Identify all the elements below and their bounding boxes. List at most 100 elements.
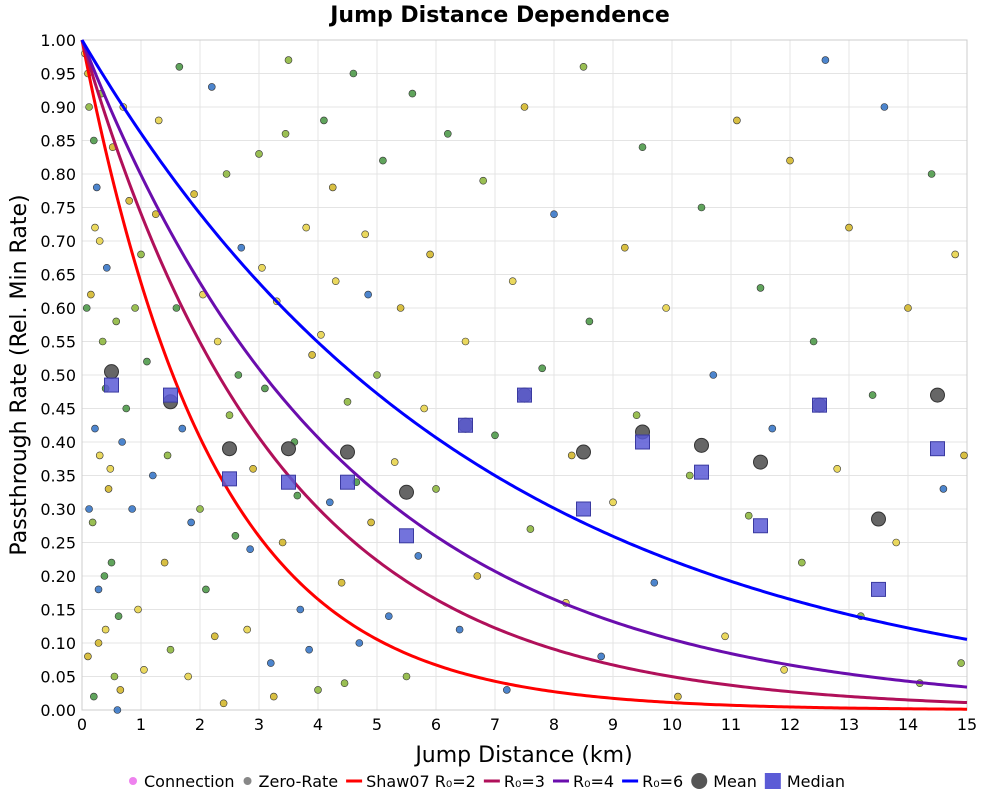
scatter-point <box>308 351 316 359</box>
scatter-point <box>364 290 372 299</box>
scatter-point <box>163 451 172 460</box>
median-marker <box>753 518 768 534</box>
scatter-point <box>340 679 349 688</box>
scatter-point <box>98 337 107 346</box>
scatter-point <box>597 652 606 661</box>
scatter-point <box>379 156 387 165</box>
scatter-point <box>328 183 337 192</box>
scatter-point <box>337 578 346 587</box>
scatter-point <box>721 632 729 641</box>
median-marker <box>517 387 532 403</box>
scatter-point <box>567 451 576 460</box>
scatter-point <box>473 572 482 580</box>
scatter-point <box>208 83 216 91</box>
plot-frame <box>81 39 968 711</box>
scatter-point <box>685 471 694 480</box>
scatter-point <box>95 451 104 460</box>
y-tick-label: 0.85 <box>40 132 76 151</box>
scatter-point <box>939 485 948 493</box>
scatter-point <box>317 330 325 339</box>
scatter-point <box>455 625 464 634</box>
scatter-point <box>106 464 115 473</box>
legend-label: R₀=4 <box>573 772 614 791</box>
median-marker <box>399 528 414 544</box>
y-tick-label: 0.25 <box>40 534 76 553</box>
mean-marker <box>340 444 355 460</box>
scatter-point <box>361 230 370 239</box>
scatter-point <box>402 672 411 681</box>
legend-swatch <box>691 773 708 789</box>
curve-line <box>80 39 968 705</box>
y-tick-label: 0.95 <box>40 65 76 84</box>
scatter-point <box>87 290 95 299</box>
legend-label: Zero-Rate <box>259 772 339 791</box>
y-tick-label: 0.65 <box>40 266 76 285</box>
scatter-point <box>160 558 169 567</box>
scatter-point <box>231 531 240 540</box>
scatter-point <box>178 424 187 433</box>
legend-swatch <box>129 777 137 785</box>
legend-item: Connection <box>129 772 235 791</box>
median-marker <box>340 474 355 490</box>
scatter-point <box>325 498 334 507</box>
scatter-point <box>780 665 788 674</box>
scatter-point <box>638 143 647 151</box>
y-tick-label: 0.20 <box>40 567 76 586</box>
y-tick-label: 0.05 <box>40 668 76 687</box>
y-tick-label: 0.45 <box>40 400 76 419</box>
scatter-point <box>118 438 126 446</box>
y-tick-label: 0.70 <box>40 232 76 251</box>
x-tick-label: 8 <box>549 715 559 734</box>
scatter-point <box>107 558 116 567</box>
scatter-point <box>131 304 139 312</box>
y-tick-label: 0.30 <box>40 500 76 519</box>
curve-line <box>80 39 968 711</box>
scatter-point <box>632 411 641 420</box>
scatter-point <box>143 357 151 366</box>
scatter-layer <box>81 49 968 714</box>
x-tick-label: 12 <box>780 715 800 734</box>
mean-marker <box>222 441 237 457</box>
scatter-point <box>957 659 965 667</box>
scatter-point <box>140 665 148 674</box>
scatter-point <box>367 518 375 527</box>
scatter-point <box>187 518 195 527</box>
mean-marker <box>576 444 591 460</box>
legend-item: Zero-Rate <box>243 772 339 791</box>
legend-label: R₀=3 <box>504 772 545 791</box>
y-axis-label: Passthrough Rate (Rel. Min Rate) <box>7 194 32 555</box>
scatter-point <box>92 183 101 192</box>
mean-marker <box>104 364 119 380</box>
scatter-point <box>101 625 110 634</box>
scatter-point <box>122 404 131 413</box>
scatter-point <box>927 170 936 178</box>
y-tick-label: 0.80 <box>40 165 76 184</box>
median-marker <box>930 441 945 457</box>
scatter-point <box>432 485 440 493</box>
legend-item: Median <box>764 772 845 791</box>
scatter-point <box>786 156 794 165</box>
scatter-point <box>396 304 405 312</box>
scatter-point <box>384 612 393 621</box>
scatter-point <box>258 263 266 272</box>
scatter-point <box>296 605 305 614</box>
scatter-point <box>151 210 160 218</box>
scatter-point <box>904 304 912 312</box>
scatter-point <box>408 89 417 98</box>
median-marker <box>871 581 886 597</box>
scatter-point <box>585 317 594 326</box>
y-tick-label: 0.10 <box>40 634 76 653</box>
x-tick-label: 15 <box>957 715 977 734</box>
scatter-point <box>234 371 243 379</box>
mean-marker <box>930 387 945 403</box>
scatter-point <box>373 371 381 379</box>
scatter-point <box>768 424 777 433</box>
median-marker <box>812 397 827 413</box>
legend-swatch <box>243 777 252 785</box>
scatter-point <box>112 317 121 326</box>
scatter-point <box>293 491 302 500</box>
scatter-point <box>196 505 204 513</box>
scatter-point <box>892 538 901 547</box>
scatter-point <box>662 304 670 312</box>
scatter-point <box>269 692 278 701</box>
